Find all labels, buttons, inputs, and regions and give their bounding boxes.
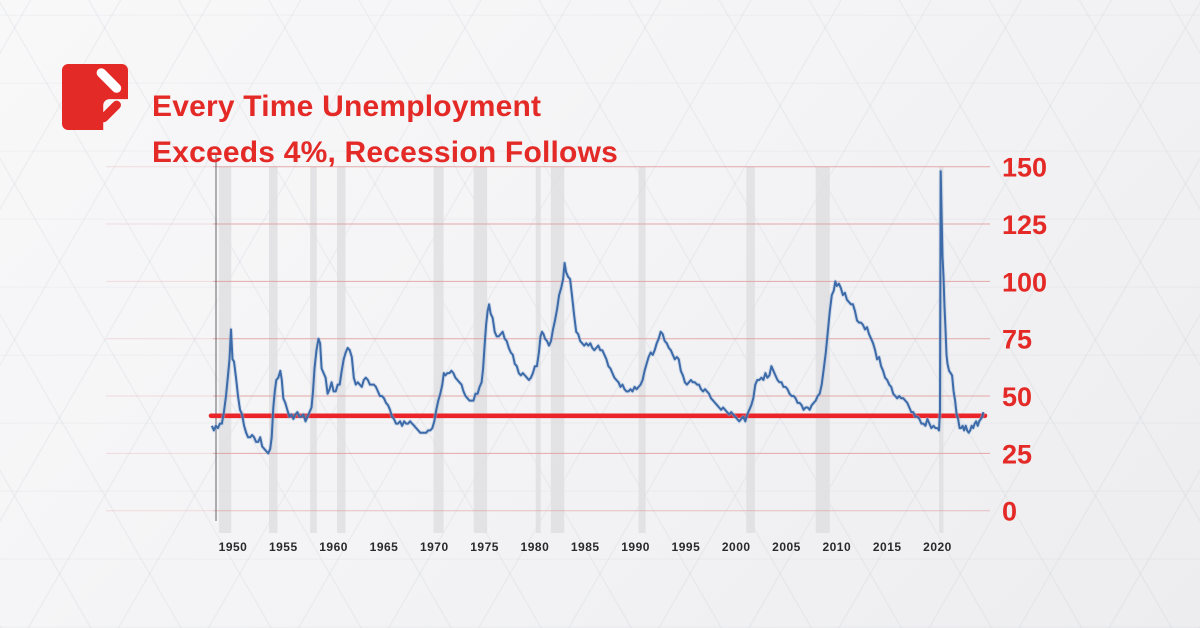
y-tick-label: 75	[1002, 325, 1032, 355]
recession-band	[337, 166, 346, 533]
x-tick-label: 1980	[521, 540, 550, 554]
recession-band	[310, 166, 317, 533]
recession-band	[269, 166, 278, 533]
x-tick-label: 2015	[873, 540, 902, 554]
recession-band	[433, 166, 444, 533]
unemployment-line	[210, 170, 985, 455]
recession-band	[218, 166, 232, 533]
recession-band	[746, 166, 755, 533]
y-tick-label: 0	[1002, 497, 1017, 527]
y-tick-label: 50	[1002, 382, 1032, 412]
y-tick-label: 100	[1002, 267, 1047, 297]
x-tick-label: 1965	[370, 540, 399, 554]
y-tick-label: 125	[1002, 210, 1047, 240]
unemployment-line-halo	[210, 169, 986, 456]
x-tick-label: 1985	[571, 540, 600, 554]
x-tick-label: 1990	[621, 540, 650, 554]
recession-band	[473, 166, 488, 533]
y-tick-label: 25	[1002, 439, 1032, 469]
recession-band	[638, 166, 646, 533]
recession-band	[939, 166, 944, 533]
x-tick-label: 1975	[470, 540, 499, 554]
x-tick-label: 2005	[772, 540, 801, 554]
x-tick-label: 1950	[219, 540, 248, 554]
header	[62, 60, 128, 130]
title-line-2: Exceeds 4%, Recession Follows	[152, 136, 618, 170]
title-line-1: Every Time Unemployment	[152, 90, 542, 124]
x-tick-label: 1960	[319, 540, 348, 554]
x-tick-label: 1955	[269, 540, 298, 554]
recession-band	[815, 166, 830, 533]
y-tick-label: 150	[1002, 153, 1047, 183]
page-title: Every Time Unemployment Exceeds 4%, Rece…	[152, 84, 852, 176]
recession-band	[550, 166, 565, 533]
x-tick-label: 1995	[672, 540, 701, 554]
brand-logo-icon	[62, 64, 128, 130]
x-tick-label: 2010	[822, 540, 851, 554]
x-tick-label: 2020	[923, 540, 952, 554]
x-tick-label: 1970	[420, 540, 449, 554]
x-tick-label: 2000	[722, 540, 751, 554]
